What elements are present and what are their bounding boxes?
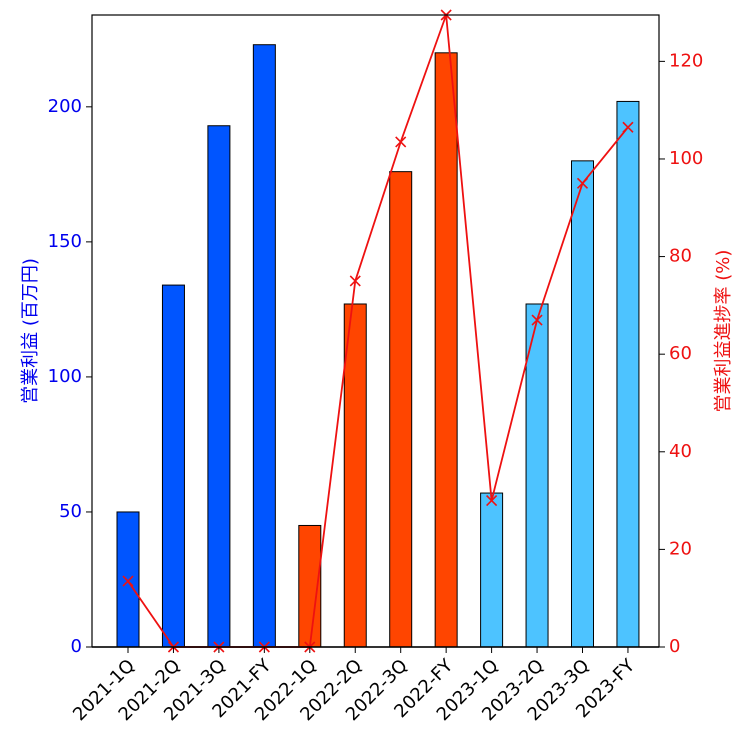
right-tick-label: 20 [669,538,692,559]
left-tick-label: 100 [48,366,82,387]
bar-2023-3q [571,160,594,648]
left-tick-label: 200 [48,96,82,117]
right-tick-label: 100 [669,148,703,169]
progress-marker-2023-1q [486,495,498,507]
bar-2021-fy [252,44,276,648]
left-y-axis: 0 50 100 150 200 [48,96,92,657]
bar-2023-2q [525,303,549,648]
bar-2022-fy [434,52,458,648]
right-tick-label: 40 [669,441,692,462]
right-y-axis: 0 20 40 60 80 100 120 [659,50,703,657]
progress-marker-2021-1q [122,575,134,587]
right-tick-label: 80 [669,246,692,267]
bar-2022-2q [343,303,367,648]
progress-marker-2023-2q [531,314,543,326]
bar-2021-3q [207,125,231,648]
right-axis-title: 営業利益進捗率 (%) [713,250,734,413]
left-axis-title: 営業利益 (百万円) [20,258,41,404]
right-tick-label: 120 [669,50,703,71]
x-axis: 2021-1Q2021-2Q2021-3Q2021-FY2022-1Q2022-… [69,647,640,725]
progress-marker-2023-3q [576,177,589,189]
bar-series [116,44,640,648]
bar-2023-1q [480,492,504,648]
progress-line [127,14,629,648]
right-tick-label: 0 [669,636,680,657]
left-tick-label: 0 [71,636,82,657]
progress-line-series [122,9,634,653]
right-tick-label: 60 [669,343,692,364]
left-tick-label: 150 [48,231,82,252]
progress-marker-2022-2q [349,275,361,287]
progress-marker-2023-fy [622,121,634,133]
progress-marker-2022-3q [395,136,407,148]
bar-2021-2q [161,284,185,648]
bar-2021-1q [116,511,140,648]
bar-2022-3q [389,171,413,648]
bar-2023-fy [616,100,640,648]
left-tick-label: 50 [59,501,82,522]
